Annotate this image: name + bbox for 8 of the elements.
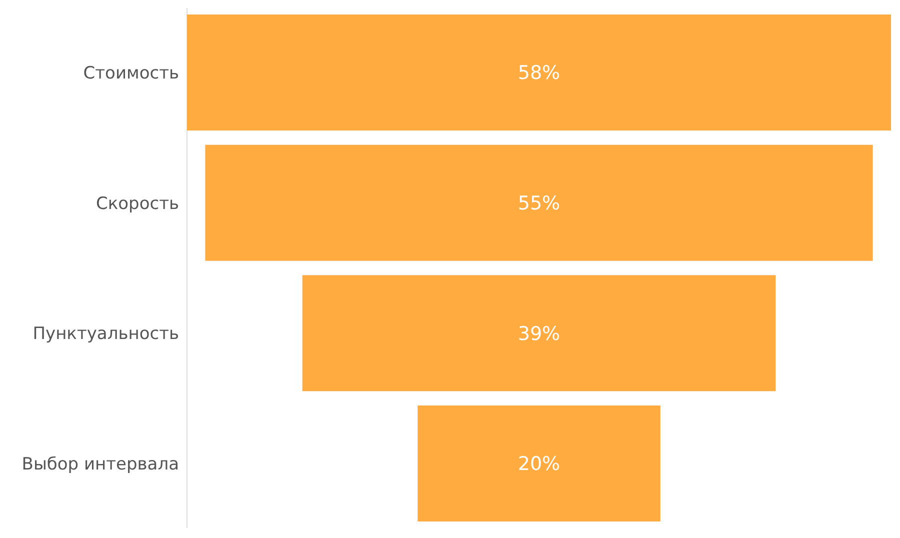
category-label: Стоимость	[83, 63, 179, 84]
data-label: 55%	[518, 192, 560, 214]
data-label: 58%	[518, 62, 560, 84]
data-label: 20%	[518, 453, 560, 476]
category-label: Выбор интервала	[22, 454, 179, 474]
data-label: 39%	[518, 322, 560, 345]
category-label: Скорость	[96, 194, 179, 214]
category-label: Пунктуальность	[32, 324, 179, 344]
